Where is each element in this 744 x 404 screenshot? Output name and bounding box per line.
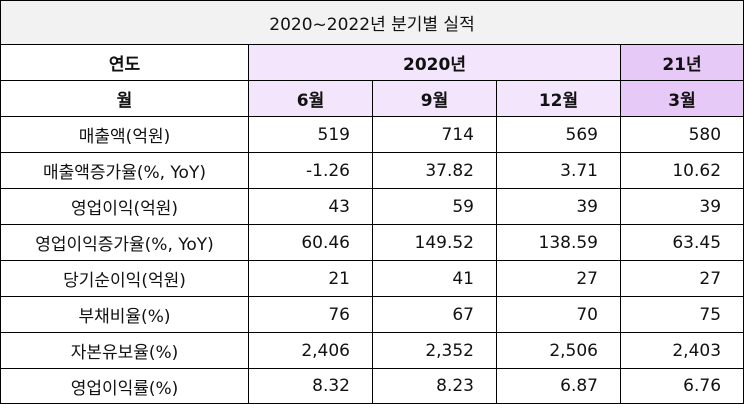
row-operating-margin: 영업이익률(%) 8.32 8.23 6.87 6.76: [0, 368, 744, 404]
value-cell: 43: [248, 188, 373, 225]
value-cell: 70: [496, 296, 621, 333]
value-cell: 2,506: [496, 332, 621, 369]
row-label: 매출액(억원): [0, 116, 249, 153]
value-cell: 3.71: [496, 152, 621, 189]
year-2020-header: 2020년: [248, 44, 621, 81]
value-cell: 27: [619, 260, 744, 297]
month-header-row: 월 6월 9월 12월 3월: [0, 80, 744, 117]
year-header-row: 연도 2020년 21년: [0, 44, 744, 81]
row-label: 영업이익증가율(%, YoY): [0, 224, 249, 261]
value-cell: 39: [619, 188, 744, 225]
value-cell: 569: [496, 116, 621, 153]
row-label: 부채비율(%): [0, 296, 249, 333]
value-cell: 149.52: [372, 224, 497, 261]
value-cell: 138.59: [496, 224, 621, 261]
value-cell: 37.82: [372, 152, 497, 189]
table-title: 2020~2022년 분기별 실적: [0, 0, 744, 45]
year-21-header: 21년: [619, 44, 744, 81]
value-cell: 76: [248, 296, 373, 333]
year-header-label: 연도: [0, 44, 249, 81]
month-header-mar: 3월: [619, 80, 744, 117]
row-operating-income: 영업이익(억원) 43 59 39 39: [0, 188, 744, 225]
row-label: 영업이익률(%): [0, 368, 249, 404]
value-cell: 519: [248, 116, 373, 153]
value-cell: 580: [619, 116, 744, 153]
value-cell: 59: [372, 188, 497, 225]
month-header-jun: 6월: [248, 80, 373, 117]
value-cell: 67: [372, 296, 497, 333]
value-cell: 10.62: [619, 152, 744, 189]
value-cell: 75: [619, 296, 744, 333]
row-operating-income-growth: 영업이익증가율(%, YoY) 60.46 149.52 138.59 63.4…: [0, 224, 744, 261]
month-header-dec: 12월: [496, 80, 621, 117]
row-revenue-growth: 매출액증가율(%, YoY) -1.26 37.82 3.71 10.62: [0, 152, 744, 189]
value-cell: 8.23: [372, 368, 497, 404]
row-debt-ratio: 부채비율(%) 76 67 70 75: [0, 296, 744, 333]
row-label: 영업이익(억원): [0, 188, 249, 225]
value-cell: 6.76: [619, 368, 744, 404]
value-cell: 60.46: [248, 224, 373, 261]
value-cell: -1.26: [248, 152, 373, 189]
row-label: 자본유보율(%): [0, 332, 249, 369]
row-label: 당기순이익(억원): [0, 260, 249, 297]
value-cell: 2,406: [248, 332, 373, 369]
month-header-label: 월: [0, 80, 249, 117]
row-reserve-ratio: 자본유보율(%) 2,406 2,352 2,506 2,403: [0, 332, 744, 369]
value-cell: 6.87: [496, 368, 621, 404]
value-cell: 27: [496, 260, 621, 297]
value-cell: 21: [248, 260, 373, 297]
month-header-sep: 9월: [372, 80, 497, 117]
row-label: 매출액증가율(%, YoY): [0, 152, 249, 189]
value-cell: 39: [496, 188, 621, 225]
value-cell: 2,403: [619, 332, 744, 369]
value-cell: 714: [372, 116, 497, 153]
value-cell: 63.45: [619, 224, 744, 261]
title-row: 2020~2022년 분기별 실적: [0, 0, 744, 45]
value-cell: 2,352: [372, 332, 497, 369]
value-cell: 8.32: [248, 368, 373, 404]
row-revenue: 매출액(억원) 519 714 569 580: [0, 116, 744, 153]
value-cell: 41: [372, 260, 497, 297]
row-net-income: 당기순이익(억원) 21 41 27 27: [0, 260, 744, 297]
